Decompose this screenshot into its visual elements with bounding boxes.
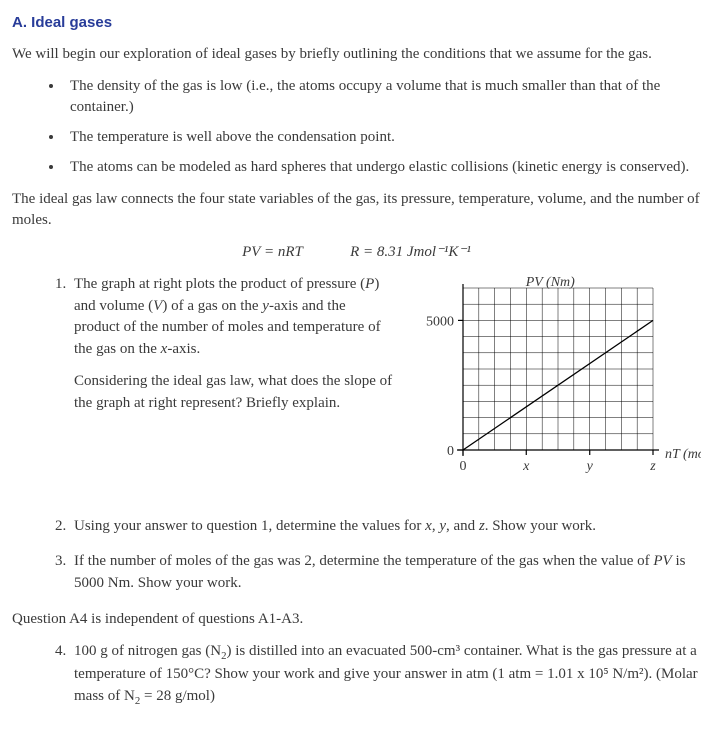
svg-text:y: y — [585, 459, 594, 474]
equation-pv: PV = nRT — [242, 244, 302, 260]
chart-svg: 0 5000 0 x y z PV (Nm) nT (mol-K) — [411, 274, 701, 494]
questions-list: The graph at right plots the product of … — [12, 274, 701, 595]
pre-equation-paragraph: The ideal gas law connects the four stat… — [12, 189, 701, 233]
intro-paragraph: We will begin our exploration of ideal g… — [12, 44, 701, 66]
independence-note: Question A4 is independent of questions … — [12, 609, 701, 631]
svg-text:nT (mol-K): nT (mol-K) — [665, 447, 701, 462]
svg-text:0: 0 — [447, 444, 454, 459]
pv-nt-chart: 0 5000 0 x y z PV (Nm) nT (mol-K) — [411, 274, 701, 502]
question-2: Using your answer to question 1, determi… — [70, 516, 701, 538]
equation-r: R = 8.31 Jmol⁻¹K⁻¹ — [350, 244, 471, 260]
ideal-gas-equation: PV = nRT R = 8.31 Jmol⁻¹K⁻¹ — [12, 242, 701, 264]
question-1: The graph at right plots the product of … — [70, 274, 701, 502]
question-4: 100 g of nitrogen gas (N2) is distilled … — [70, 641, 701, 710]
q1-paragraph-1: The graph at right plots the product of … — [74, 274, 393, 361]
svg-text:PV (Nm): PV (Nm) — [525, 275, 575, 290]
svg-text:0: 0 — [460, 459, 467, 474]
q1-paragraph-2: Considering the ideal gas law, what does… — [74, 371, 393, 415]
question-3: If the number of moles of the gas was 2,… — [70, 551, 701, 595]
list-item: The temperature is well above the conden… — [64, 127, 701, 149]
svg-text:5000: 5000 — [426, 314, 454, 329]
list-item: The atoms can be modeled as hard spheres… — [64, 157, 701, 179]
svg-text:z: z — [649, 459, 656, 474]
assumptions-list: The density of the gas is low (i.e., the… — [12, 76, 701, 179]
list-item: The density of the gas is low (i.e., the… — [64, 76, 701, 120]
svg-text:x: x — [522, 459, 530, 474]
section-heading: A. Ideal gases — [12, 12, 701, 34]
questions-list-4: 100 g of nitrogen gas (N2) is distilled … — [12, 641, 701, 710]
